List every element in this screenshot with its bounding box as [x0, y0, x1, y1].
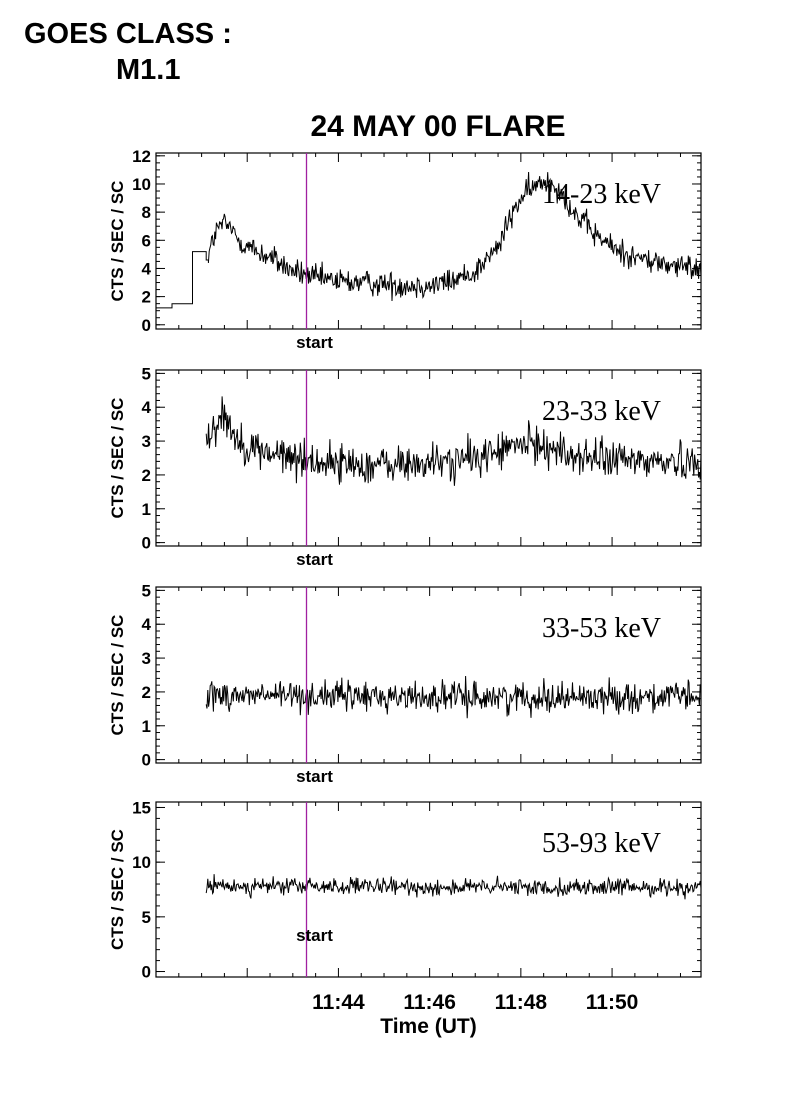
y-tick-label: 10 [132, 853, 151, 872]
y-tick-label: 2 [142, 288, 151, 307]
chart-title: 24 MAY 00 FLARE [310, 110, 566, 143]
start-label: start [296, 767, 333, 786]
y-tick-label: 3 [142, 432, 151, 451]
panel-33-53-kev-trace [205, 675, 702, 719]
panel-53-93-kev-trace [205, 874, 702, 900]
start-label: start [296, 926, 333, 945]
y-tick-label: 2 [142, 683, 151, 702]
y-tick-label: 0 [142, 963, 151, 982]
y-tick-label: 12 [132, 147, 151, 166]
y-tick-label: 0 [142, 316, 151, 335]
panel-33-53-kev-frame [155, 586, 702, 764]
y-tick-label: 5 [142, 908, 151, 927]
panel-53-93-kev-frame [155, 801, 702, 978]
y-tick-label: 4 [142, 259, 152, 278]
y-tick-label: 15 [132, 798, 151, 817]
y-tick-label: 2 [142, 466, 151, 485]
goes-class-label: GOES CLASS : M1.1 [24, 16, 232, 88]
panel-14-23-kev-frame [155, 152, 702, 330]
start-label: start [296, 333, 333, 352]
x-tick-label: 11:46 [403, 991, 456, 1014]
y-axis-label: CTS / SEC / SC [108, 181, 127, 302]
energy-band-label: 33-53 keV [542, 613, 661, 644]
y-tick-label: 0 [142, 751, 151, 770]
y-tick-label: 10 [132, 175, 151, 194]
x-tick-label: 11:50 [586, 991, 639, 1014]
y-tick-label: 6 [142, 231, 151, 250]
y-axis-label: CTS / SEC / SC [108, 398, 127, 519]
y-tick-label: 5 [142, 364, 151, 383]
y-tick-label: 8 [142, 203, 151, 222]
y-tick-label: 1 [142, 717, 151, 736]
y-tick-label: 4 [142, 398, 152, 417]
energy-band-label: 53-93 keV [542, 828, 661, 859]
x-tick-label: 11:44 [312, 991, 365, 1014]
start-label: start [296, 550, 333, 569]
y-axis-label: CTS / SEC / SC [108, 615, 127, 736]
y-tick-label: 1 [142, 500, 151, 519]
y-tick-label: 3 [142, 649, 151, 668]
energy-band-label: 23-33 keV [542, 396, 661, 427]
y-tick-label: 5 [142, 581, 151, 600]
y-axis-label: CTS / SEC / SC [108, 829, 127, 950]
y-tick-label: 0 [142, 534, 151, 553]
goes-class-value: M1.1 [116, 54, 181, 86]
panel-23-33-kev-trace [205, 396, 702, 486]
x-tick-label: 11:48 [495, 991, 548, 1014]
y-tick-label: 4 [142, 615, 152, 634]
x-axis-label: Time (UT) [380, 1015, 476, 1038]
panel-14-23-kev-trace [156, 171, 702, 309]
goes-class-line1: GOES CLASS : [24, 18, 232, 50]
